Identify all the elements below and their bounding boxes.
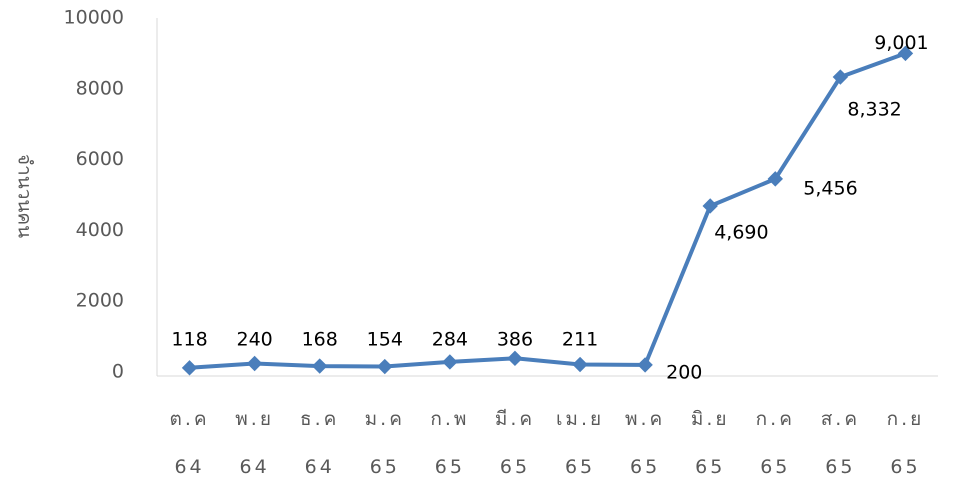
x-tick-month: ม.ค	[365, 408, 405, 430]
x-tick-month: ธ.ค	[300, 408, 339, 430]
x-tick-month: ก.ค	[756, 408, 795, 430]
x-tick-label: ธ.ค 64	[300, 408, 339, 478]
series-line-group	[181, 45, 914, 376]
x-tick-year: 64	[174, 456, 204, 478]
x-tick-year: 65	[565, 456, 595, 478]
x-tick-year: 65	[435, 456, 465, 478]
data-point-marker	[637, 357, 653, 373]
data-point-marker	[897, 45, 914, 62]
data-label: 9,001	[874, 32, 928, 54]
x-tick-label: พ.ย 64	[235, 408, 274, 478]
y-tick-label: 8000	[76, 77, 124, 99]
data-label: 211	[562, 329, 598, 351]
data-point-marker	[377, 358, 393, 375]
x-tick-year: 65	[890, 456, 920, 478]
y-tick-label: 6000	[76, 148, 124, 170]
data-point-marker	[181, 360, 198, 376]
x-tick-label: ก.พ 65	[430, 408, 469, 478]
data-label: 168	[302, 329, 338, 351]
data-label: 240	[236, 329, 272, 351]
x-tick-year: 65	[500, 456, 530, 478]
data-point-marker	[767, 171, 783, 187]
data-label: 4,690	[714, 221, 768, 243]
data-label: 284	[432, 329, 468, 351]
data-label: 118	[171, 329, 207, 351]
data-point-marker	[507, 350, 523, 367]
data-label: 200	[666, 361, 702, 383]
x-tick-month: ก.ย	[887, 408, 925, 430]
x-tick-month: เม.ย	[556, 408, 604, 430]
x-tick-year: 65	[760, 456, 790, 478]
y-tick-label: 0	[112, 361, 124, 383]
data-label: 5,456	[803, 177, 857, 199]
data-point-marker	[442, 354, 458, 370]
data-label: 8,332	[847, 99, 901, 121]
y-tick-label: 2000	[76, 290, 124, 312]
x-tick-month: มี.ค	[495, 408, 535, 430]
x-tick-year: 65	[695, 456, 725, 478]
data-label: 386	[497, 329, 533, 351]
y-axis-title: จำนวนคน	[14, 154, 36, 238]
data-label: 154	[367, 329, 403, 351]
x-tick-label: ส.ค 65	[821, 408, 860, 478]
x-tick-label: พ.ค 65	[625, 408, 665, 478]
x-tick-year: 65	[370, 456, 400, 478]
x-tick-month: ส.ค	[821, 408, 860, 430]
data-point-marker	[312, 358, 328, 374]
data-point-marker	[246, 355, 263, 372]
x-tick-month: พ.ย	[235, 408, 274, 430]
x-tick-label: มิ.ย 65	[691, 408, 730, 478]
x-tick-month: มิ.ย	[691, 408, 730, 430]
x-tick-year: 65	[630, 456, 660, 478]
y-tick-label: 4000	[76, 219, 124, 241]
x-tick-year: 64	[305, 456, 335, 478]
data-point-marker	[572, 356, 588, 373]
x-tick-label: ก.ย 65	[887, 408, 925, 478]
y-tick-label: 10000	[64, 7, 124, 29]
x-tick-labels: ต.ค64พ.ย64ธ.ค64ม.ค65ก.พ65มี.ค65เม.ย65พ.ค…	[169, 408, 925, 478]
x-tick-label: ก.ค 65	[756, 408, 795, 478]
x-tick-month: ต.ค	[169, 408, 209, 430]
data-label-group: 118 240 168 154 284 386 211 200 4,690 5,456 8,332 9…	[171, 32, 928, 384]
data-point-marker	[832, 69, 849, 85]
y-tick-labels: 0 2000 4000 6000 8000 10000	[64, 7, 124, 383]
x-tick-label: ต.ค 64	[169, 408, 209, 478]
x-tick-label: เม.ย 65	[556, 408, 604, 478]
data-point-marker	[702, 198, 718, 214]
series-line	[187, 51, 908, 370]
x-tick-month: ก.พ	[430, 408, 469, 430]
x-tick-label: ม.ค 65	[365, 408, 405, 478]
x-tick-label: มี.ค 65	[495, 408, 535, 478]
x-tick-month: พ.ค	[625, 408, 665, 430]
x-tick-year: 64	[240, 456, 270, 478]
x-tick-year: 65	[825, 456, 855, 478]
